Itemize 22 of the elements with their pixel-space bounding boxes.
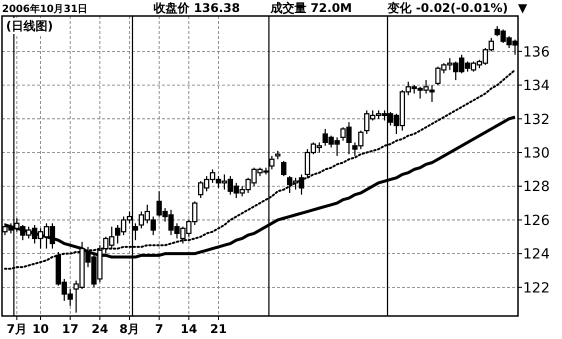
x-tick-label: 7月 xyxy=(6,322,28,336)
chart-title: (日线图) xyxy=(6,19,53,33)
text: 收盘价 136.38 xyxy=(154,1,240,15)
y-tick-label: 136 xyxy=(523,44,550,60)
text: 变化 -0.02(-0.01%) xyxy=(386,1,508,15)
y-tick-label: 124 xyxy=(523,246,550,263)
y-tick-label: 132 xyxy=(523,112,550,128)
x-tick-label: 8月 xyxy=(119,322,140,336)
text: ▼ xyxy=(518,1,528,15)
x-tick-label: 14 xyxy=(180,322,198,336)
text: 成交量 72.0M xyxy=(269,1,352,15)
x-tick-label: 24 xyxy=(92,322,108,336)
y-tick-label: 134 xyxy=(523,78,550,94)
text: 2006年10月31日 xyxy=(2,3,88,15)
x-tick-label: 10 xyxy=(32,322,49,336)
x-tick-label: 21 xyxy=(210,322,227,336)
y-tick-label: 130 xyxy=(523,146,550,162)
x-tick-label: 7 xyxy=(154,322,164,336)
y-tick-label: 122 xyxy=(523,280,550,296)
y-tick-label: 126 xyxy=(523,212,550,229)
y-tick-label: 128 xyxy=(523,179,550,196)
x-tick-label: 17 xyxy=(62,322,79,336)
